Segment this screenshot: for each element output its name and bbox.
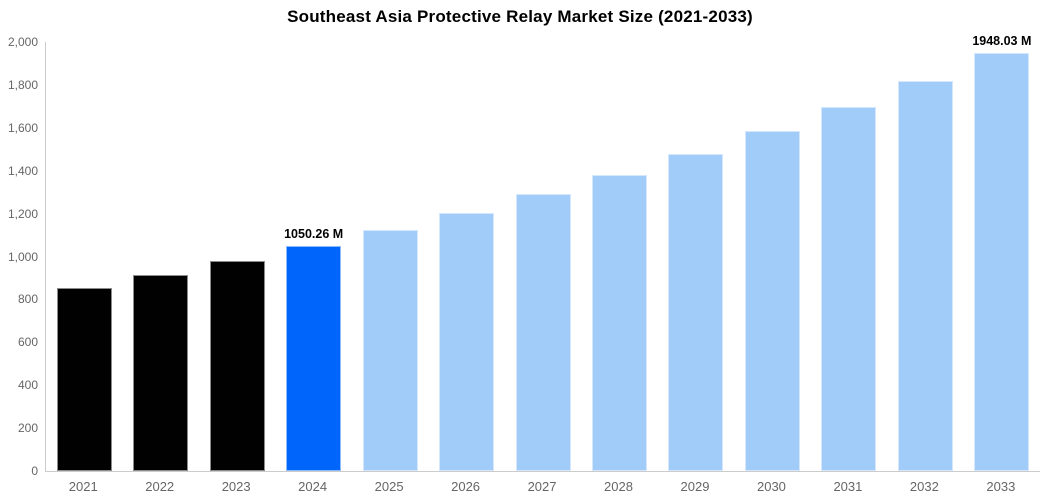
bar-2032[interactable] bbox=[897, 81, 953, 471]
y-tick-label: 1,200 bbox=[7, 206, 38, 221]
x-tick-label-2029: 2029 bbox=[680, 479, 710, 494]
x-tick-label-2033: 2033 bbox=[986, 479, 1016, 494]
bar-slot-2032 bbox=[887, 42, 963, 471]
y-tick-label: 1,600 bbox=[7, 120, 38, 135]
x-tick-label-2021: 2021 bbox=[68, 479, 98, 494]
bar-2025[interactable] bbox=[362, 229, 418, 471]
x-tick-label-2028: 2028 bbox=[604, 479, 633, 494]
bar-value-label-2024: 1050.26 M bbox=[284, 226, 344, 241]
bar-2023[interactable] bbox=[209, 260, 265, 471]
x-axis: 2021 2022 2023 2024 2025 2026 2027 2028 2029 2030… bbox=[45, 479, 1039, 494]
bar-slot-2028 bbox=[581, 42, 657, 471]
y-tick-label: 1,000 bbox=[7, 249, 38, 264]
y-tick-label: 800 bbox=[17, 292, 38, 307]
y-tick-label: 1,800 bbox=[7, 77, 38, 92]
x-tick-label-2023: 2023 bbox=[221, 479, 251, 494]
x-tick-label-2024: 2024 bbox=[298, 479, 328, 494]
y-tick-label: 1,400 bbox=[7, 163, 38, 178]
bar-value-label-2033: 1948.03 M bbox=[972, 34, 1032, 49]
bar-slot-2027 bbox=[505, 42, 581, 471]
chart-title: Southeast Asia Protective Relay Market S… bbox=[287, 7, 753, 26]
bar-2026[interactable] bbox=[439, 212, 495, 471]
bar-2022[interactable] bbox=[133, 274, 189, 471]
bar-slot-2031 bbox=[811, 42, 887, 471]
bar-2028[interactable] bbox=[592, 174, 648, 471]
bar-2030[interactable] bbox=[744, 131, 800, 471]
bar-slot-2021 bbox=[46, 42, 122, 471]
bar-slot-2025 bbox=[352, 42, 428, 471]
bar-slot-2033: 1948.03 M bbox=[964, 34, 1040, 471]
y-tick-label: 400 bbox=[17, 378, 38, 393]
bar-slot-2029 bbox=[658, 42, 734, 471]
x-tick-label-2026: 2026 bbox=[451, 479, 481, 494]
bar-slot-2026 bbox=[428, 42, 504, 471]
plot-area: 1050.26 M 1948.03 M bbox=[45, 34, 1040, 472]
bars-area: 1050.26 M 1948.03 M bbox=[46, 34, 1040, 471]
bar-2029[interactable] bbox=[668, 153, 724, 471]
x-tick-label-2032: 2032 bbox=[909, 479, 939, 494]
y-tick-label: 2,000 bbox=[7, 35, 38, 49]
x-tick-label-2022: 2022 bbox=[145, 479, 175, 494]
x-tick-label-2031: 2031 bbox=[833, 479, 863, 494]
y-axis: 0 200 400 600 800 1,000 1,200 1,400 1,600 1,800 2,… bbox=[0, 35, 38, 478]
bar-slot-2023 bbox=[199, 42, 275, 471]
bar-2027[interactable] bbox=[515, 194, 571, 471]
y-tick-label: 200 bbox=[17, 421, 38, 436]
y-tick-label: 0 bbox=[31, 464, 38, 478]
x-tick-label-2027: 2027 bbox=[527, 479, 557, 494]
bar-slot-2022 bbox=[122, 42, 198, 471]
bar-2033[interactable]: 1948.03 M bbox=[972, 34, 1031, 471]
x-tick-label-2030: 2030 bbox=[756, 479, 786, 494]
bar-slot-2024: 1050.26 M bbox=[275, 42, 351, 471]
bar-slot-2030 bbox=[734, 42, 810, 471]
bar-2024[interactable]: 1050.26 M bbox=[284, 227, 343, 471]
y-tick-label: 600 bbox=[17, 335, 38, 350]
bar-2031[interactable] bbox=[821, 106, 877, 471]
bar-2021[interactable] bbox=[56, 287, 112, 471]
x-tick-label-2025: 2025 bbox=[374, 479, 404, 494]
